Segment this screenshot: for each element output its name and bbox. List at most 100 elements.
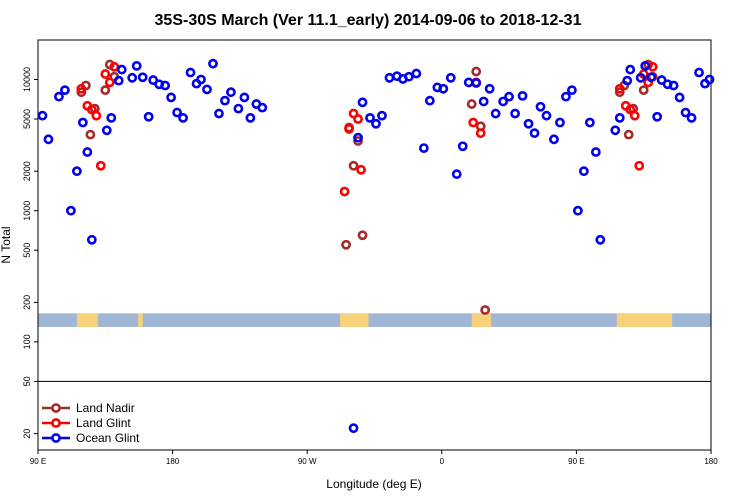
- ocean-glint-point: [523, 118, 534, 129]
- y-tick-label: 2000: [22, 161, 32, 181]
- ocean-glint-point: [196, 74, 206, 85]
- ocean-glint-point: [178, 112, 188, 123]
- ocean-glint-point: [646, 72, 657, 83]
- ocean-glint-point: [377, 110, 387, 121]
- ocean-glint-point: [37, 110, 48, 121]
- x-tick-label: 90 E: [568, 457, 584, 466]
- land-segment: [76, 313, 98, 327]
- ocean-glint-point: [54, 91, 64, 102]
- y-tick-label: 5000: [22, 109, 32, 129]
- x-tick-label: 0: [440, 457, 445, 466]
- ocean-glint-point: [82, 147, 93, 157]
- land-segment: [340, 313, 369, 327]
- land-glint-point: [100, 69, 111, 79]
- ocean-glint-point: [529, 128, 540, 139]
- y-tick-label: 1000: [22, 201, 32, 221]
- ocean-glint-point: [555, 117, 565, 128]
- data-points: [37, 58, 715, 434]
- ocean-glint-point: [371, 118, 381, 129]
- ocean-glint-point: [541, 110, 552, 121]
- ocean-glint-point: [635, 72, 646, 83]
- ocean-glint-point: [535, 101, 546, 112]
- land-nadir-point: [357, 230, 368, 241]
- ocean-glint-point: [490, 108, 501, 119]
- x-tick-label: 90 W: [298, 457, 317, 466]
- ocean-glint-point: [561, 91, 571, 102]
- ocean-glint-point: [60, 85, 70, 96]
- ocean-glint-point: [625, 64, 636, 75]
- ocean-glint-point: [143, 111, 154, 122]
- land-nadir-point: [76, 87, 87, 98]
- ocean-glint-point: [226, 87, 236, 98]
- ocean-glint-point: [233, 103, 244, 114]
- axes: 20 50 100 200 500 1000 2000 5000 10000 90 E 180 90 …: [22, 39, 718, 466]
- ocean-glint-point: [365, 112, 375, 123]
- land-glint-point: [76, 83, 87, 94]
- ocean-glint-point: [131, 60, 142, 71]
- x-axis-label: Longitude (deg E): [326, 477, 421, 491]
- land-glint-point: [109, 61, 120, 72]
- land-segment: [138, 313, 143, 327]
- ocean-glint-point: [668, 80, 679, 91]
- land-glint-point: [95, 160, 106, 171]
- ocean-glint-point: [445, 72, 456, 83]
- land-segment: [616, 313, 673, 327]
- land-nadir-point: [471, 66, 482, 77]
- ocean-glint-point: [43, 134, 54, 145]
- ocean-glint-point: [257, 102, 268, 113]
- ocean-glint-point: [463, 77, 474, 88]
- land-nadir-point: [623, 129, 634, 140]
- ocean-glint-point: [202, 84, 212, 95]
- y-axis-label: N Total: [0, 226, 13, 263]
- ocean-glint-point: [403, 71, 414, 82]
- y-tick-label: 20: [22, 429, 32, 439]
- land-glint-point: [468, 117, 479, 128]
- legend-label: Ocean Glint: [76, 431, 140, 445]
- y-tick-label: 50: [22, 376, 32, 386]
- ocean-glint-point: [438, 83, 449, 94]
- ocean-glint-point: [116, 64, 127, 75]
- ocean-glint-point: [572, 205, 583, 216]
- ocean-glint-point: [77, 117, 88, 128]
- ocean-glint-point: [127, 72, 138, 83]
- ocean-glint-point: [610, 125, 621, 136]
- ocean-glint-point: [166, 92, 177, 103]
- ocean-glint-point: [517, 90, 528, 101]
- ocean-glint-point: [471, 78, 482, 88]
- ocean-glint-point: [549, 134, 559, 145]
- ocean-glint-point: [160, 80, 171, 91]
- ocean-glint-point: [504, 91, 514, 102]
- land-nadir-point: [348, 160, 359, 171]
- y-tick-label: 500: [22, 243, 32, 258]
- ocean-glint-point: [384, 72, 395, 83]
- land-glint-point: [647, 61, 658, 72]
- land-glint-point: [104, 77, 115, 88]
- ocean-glint-point: [411, 68, 422, 79]
- land-nadir-point: [85, 129, 96, 140]
- plot-frame: [37, 39, 712, 451]
- land-glint-point: [86, 104, 97, 115]
- land-glint-point: [353, 114, 363, 124]
- ocean-glint-point: [71, 166, 82, 177]
- ocean-glint-point: [101, 125, 112, 136]
- ocean-glint-point: [622, 75, 633, 86]
- land-glint-point: [356, 164, 366, 175]
- land-nadir-point: [466, 99, 477, 109]
- x-tick-label: 180: [704, 457, 718, 466]
- ocean-glint-point: [694, 67, 704, 78]
- x-tick-label: 90 E: [30, 457, 46, 466]
- ocean-glint-point: [451, 169, 462, 180]
- x-tick-label: 180: [166, 457, 180, 466]
- ocean-glint-point: [498, 96, 509, 107]
- ocean-glint-point: [478, 96, 489, 107]
- ocean-glint-point: [640, 60, 651, 71]
- ocean-glint-point: [86, 234, 97, 245]
- ocean-glint-point: [614, 112, 625, 123]
- ocean-glint-point: [106, 112, 117, 123]
- ocean-glint-point: [510, 108, 520, 119]
- ocean-glint-point: [172, 107, 182, 118]
- ocean-glint-point: [353, 132, 363, 143]
- chart-title: 35S-30S March (Ver 11.1_early) 2014-09-0…: [155, 12, 582, 29]
